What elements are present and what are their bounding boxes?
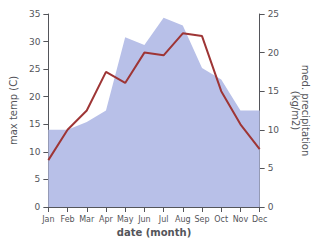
svg-text:25: 25 — [268, 9, 279, 19]
svg-text:0: 0 — [268, 202, 274, 212]
svg-text:30: 30 — [29, 37, 41, 47]
svg-text:35: 35 — [29, 9, 40, 19]
svg-text:Oct: Oct — [214, 215, 228, 224]
svg-text:Dec: Dec — [252, 215, 267, 224]
svg-text:med. precipitation: med. precipitation — [299, 64, 311, 157]
svg-text:max temp (C): max temp (C) — [8, 76, 19, 145]
svg-text:10: 10 — [29, 147, 41, 157]
svg-text:Jul: Jul — [158, 215, 169, 224]
svg-text:25: 25 — [29, 64, 40, 74]
svg-text:5: 5 — [35, 174, 41, 184]
svg-text:Mar: Mar — [79, 215, 95, 224]
svg-text:Aug: Aug — [175, 215, 191, 224]
svg-text:May: May — [117, 215, 134, 224]
svg-text:Jan: Jan — [41, 215, 54, 224]
svg-text:15: 15 — [29, 119, 40, 129]
svg-text:10: 10 — [268, 125, 280, 135]
svg-text:Sep: Sep — [194, 215, 209, 224]
svg-text:5: 5 — [268, 163, 274, 173]
svg-text:20: 20 — [29, 92, 41, 102]
svg-text:Nov: Nov — [233, 215, 249, 224]
svg-text:Feb: Feb — [60, 215, 74, 224]
svg-text:15: 15 — [268, 86, 279, 96]
svg-text:(kg/m2): (kg/m2) — [290, 91, 301, 131]
svg-text:20: 20 — [268, 48, 280, 58]
svg-text:0: 0 — [35, 202, 41, 212]
svg-text:date (month): date (month) — [117, 227, 191, 238]
svg-text:Jun: Jun — [137, 215, 151, 224]
svg-text:Apr: Apr — [99, 215, 114, 224]
